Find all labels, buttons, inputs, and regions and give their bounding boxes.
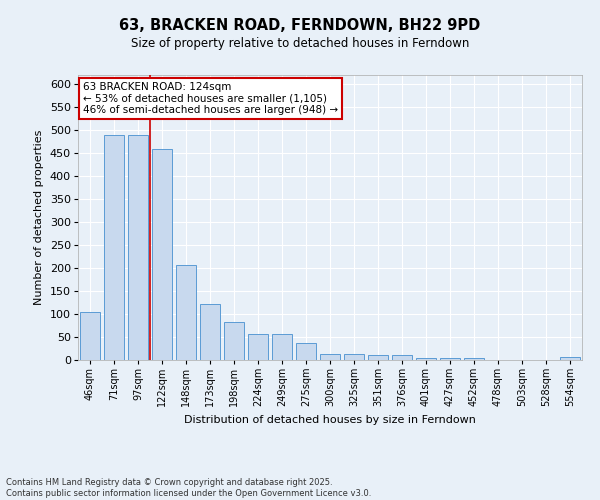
Bar xyxy=(272,334,292,360)
Bar xyxy=(224,322,244,360)
Bar xyxy=(368,355,388,360)
Bar xyxy=(128,135,148,360)
Bar xyxy=(464,358,484,360)
Bar xyxy=(296,342,316,360)
Bar xyxy=(320,354,340,360)
Bar xyxy=(152,148,172,360)
Text: Contains HM Land Registry data © Crown copyright and database right 2025.
Contai: Contains HM Land Registry data © Crown c… xyxy=(6,478,371,498)
Bar xyxy=(392,355,412,360)
Bar xyxy=(104,135,124,360)
Y-axis label: Number of detached properties: Number of detached properties xyxy=(34,130,44,305)
Bar xyxy=(200,304,220,360)
Text: Size of property relative to detached houses in Ferndown: Size of property relative to detached ho… xyxy=(131,38,469,51)
Text: 63 BRACKEN ROAD: 124sqm
← 53% of detached houses are smaller (1,105)
46% of semi: 63 BRACKEN ROAD: 124sqm ← 53% of detache… xyxy=(83,82,338,116)
Bar xyxy=(416,358,436,360)
Bar xyxy=(440,358,460,360)
Bar xyxy=(344,354,364,360)
Bar xyxy=(560,357,580,360)
Text: 63, BRACKEN ROAD, FERNDOWN, BH22 9PD: 63, BRACKEN ROAD, FERNDOWN, BH22 9PD xyxy=(119,18,481,32)
Bar xyxy=(80,312,100,360)
Bar xyxy=(248,334,268,360)
X-axis label: Distribution of detached houses by size in Ferndown: Distribution of detached houses by size … xyxy=(184,415,476,425)
Bar xyxy=(176,265,196,360)
